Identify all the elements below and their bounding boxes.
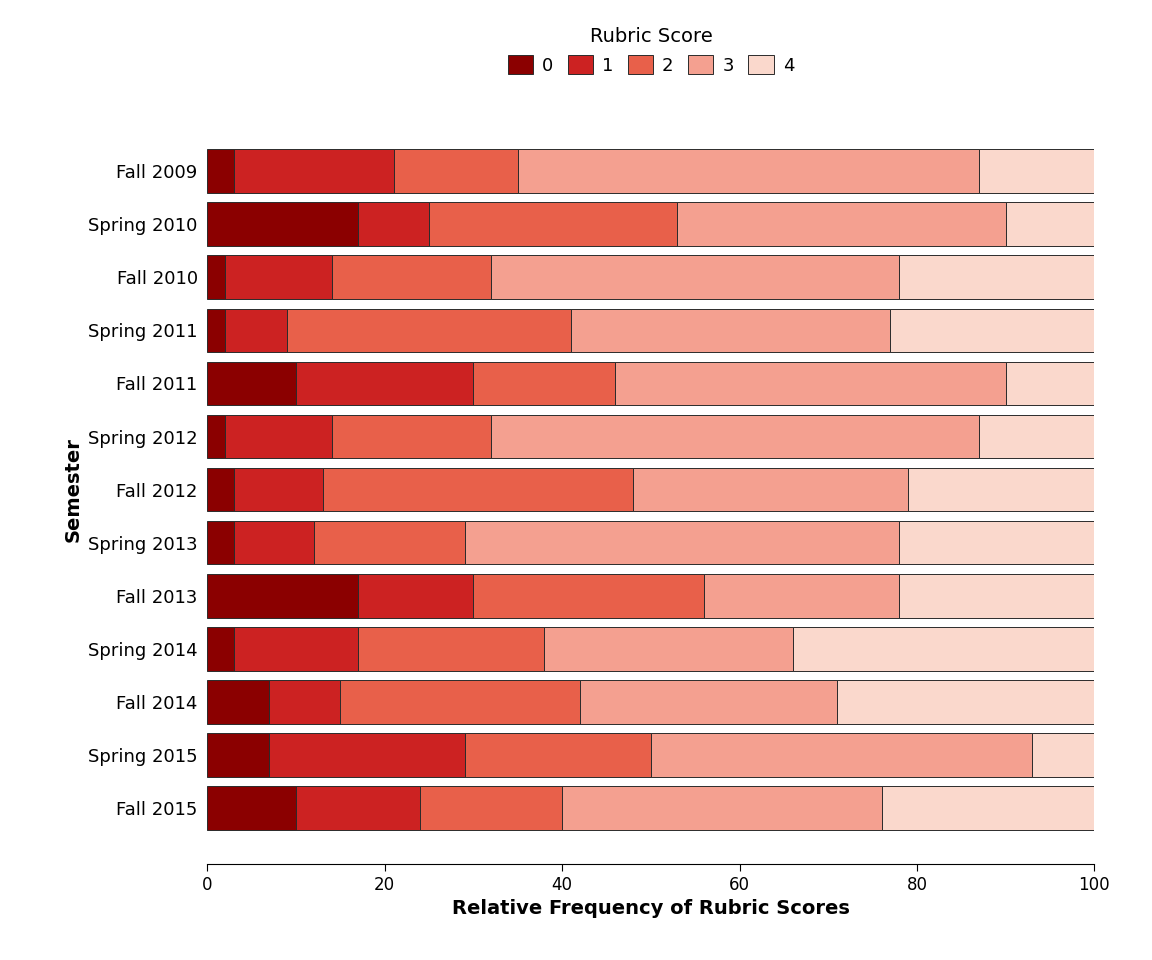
Bar: [464, 521, 900, 564]
Bar: [429, 203, 677, 246]
Bar: [207, 203, 358, 246]
Bar: [890, 308, 1094, 352]
Bar: [207, 681, 270, 724]
Bar: [358, 203, 429, 246]
Bar: [1006, 203, 1094, 246]
Bar: [234, 149, 394, 193]
Bar: [838, 681, 1094, 724]
Bar: [908, 468, 1094, 512]
Bar: [571, 308, 890, 352]
Bar: [677, 203, 1006, 246]
Bar: [491, 255, 900, 299]
Bar: [615, 362, 1006, 405]
Bar: [207, 627, 234, 671]
Bar: [473, 574, 704, 617]
Bar: [225, 415, 332, 458]
Bar: [332, 415, 491, 458]
Bar: [207, 468, 234, 512]
Bar: [207, 149, 234, 193]
Bar: [704, 574, 900, 617]
Bar: [420, 786, 562, 830]
Bar: [358, 574, 473, 617]
Bar: [562, 786, 881, 830]
Bar: [234, 468, 323, 512]
Bar: [207, 521, 234, 564]
Bar: [464, 733, 651, 777]
Bar: [979, 149, 1094, 193]
Bar: [979, 415, 1094, 458]
Bar: [394, 149, 517, 193]
Bar: [207, 255, 225, 299]
Bar: [1032, 733, 1094, 777]
Bar: [793, 627, 1094, 671]
Bar: [579, 681, 838, 724]
Bar: [207, 362, 296, 405]
Bar: [323, 468, 634, 512]
Bar: [270, 733, 464, 777]
Bar: [332, 255, 491, 299]
Bar: [1006, 362, 1094, 405]
Bar: [358, 627, 545, 671]
Bar: [207, 786, 296, 830]
Bar: [881, 786, 1094, 830]
Bar: [296, 362, 473, 405]
Bar: [545, 627, 793, 671]
Bar: [225, 255, 332, 299]
X-axis label: Relative Frequency of Rubric Scores: Relative Frequency of Rubric Scores: [452, 900, 850, 919]
Bar: [900, 255, 1094, 299]
Bar: [207, 308, 225, 352]
Bar: [207, 574, 358, 617]
Bar: [225, 308, 287, 352]
Bar: [634, 468, 908, 512]
Bar: [491, 415, 979, 458]
Bar: [287, 308, 571, 352]
Bar: [207, 415, 225, 458]
Bar: [651, 733, 1032, 777]
Bar: [207, 733, 270, 777]
Bar: [517, 149, 979, 193]
Bar: [340, 681, 579, 724]
Bar: [900, 574, 1094, 617]
Bar: [313, 521, 464, 564]
Bar: [900, 521, 1094, 564]
Bar: [296, 786, 420, 830]
Bar: [234, 521, 313, 564]
Legend: 0, 1, 2, 3, 4: 0, 1, 2, 3, 4: [500, 19, 802, 82]
Bar: [270, 681, 340, 724]
Bar: [473, 362, 615, 405]
Y-axis label: Semester: Semester: [63, 437, 83, 542]
Bar: [234, 627, 358, 671]
